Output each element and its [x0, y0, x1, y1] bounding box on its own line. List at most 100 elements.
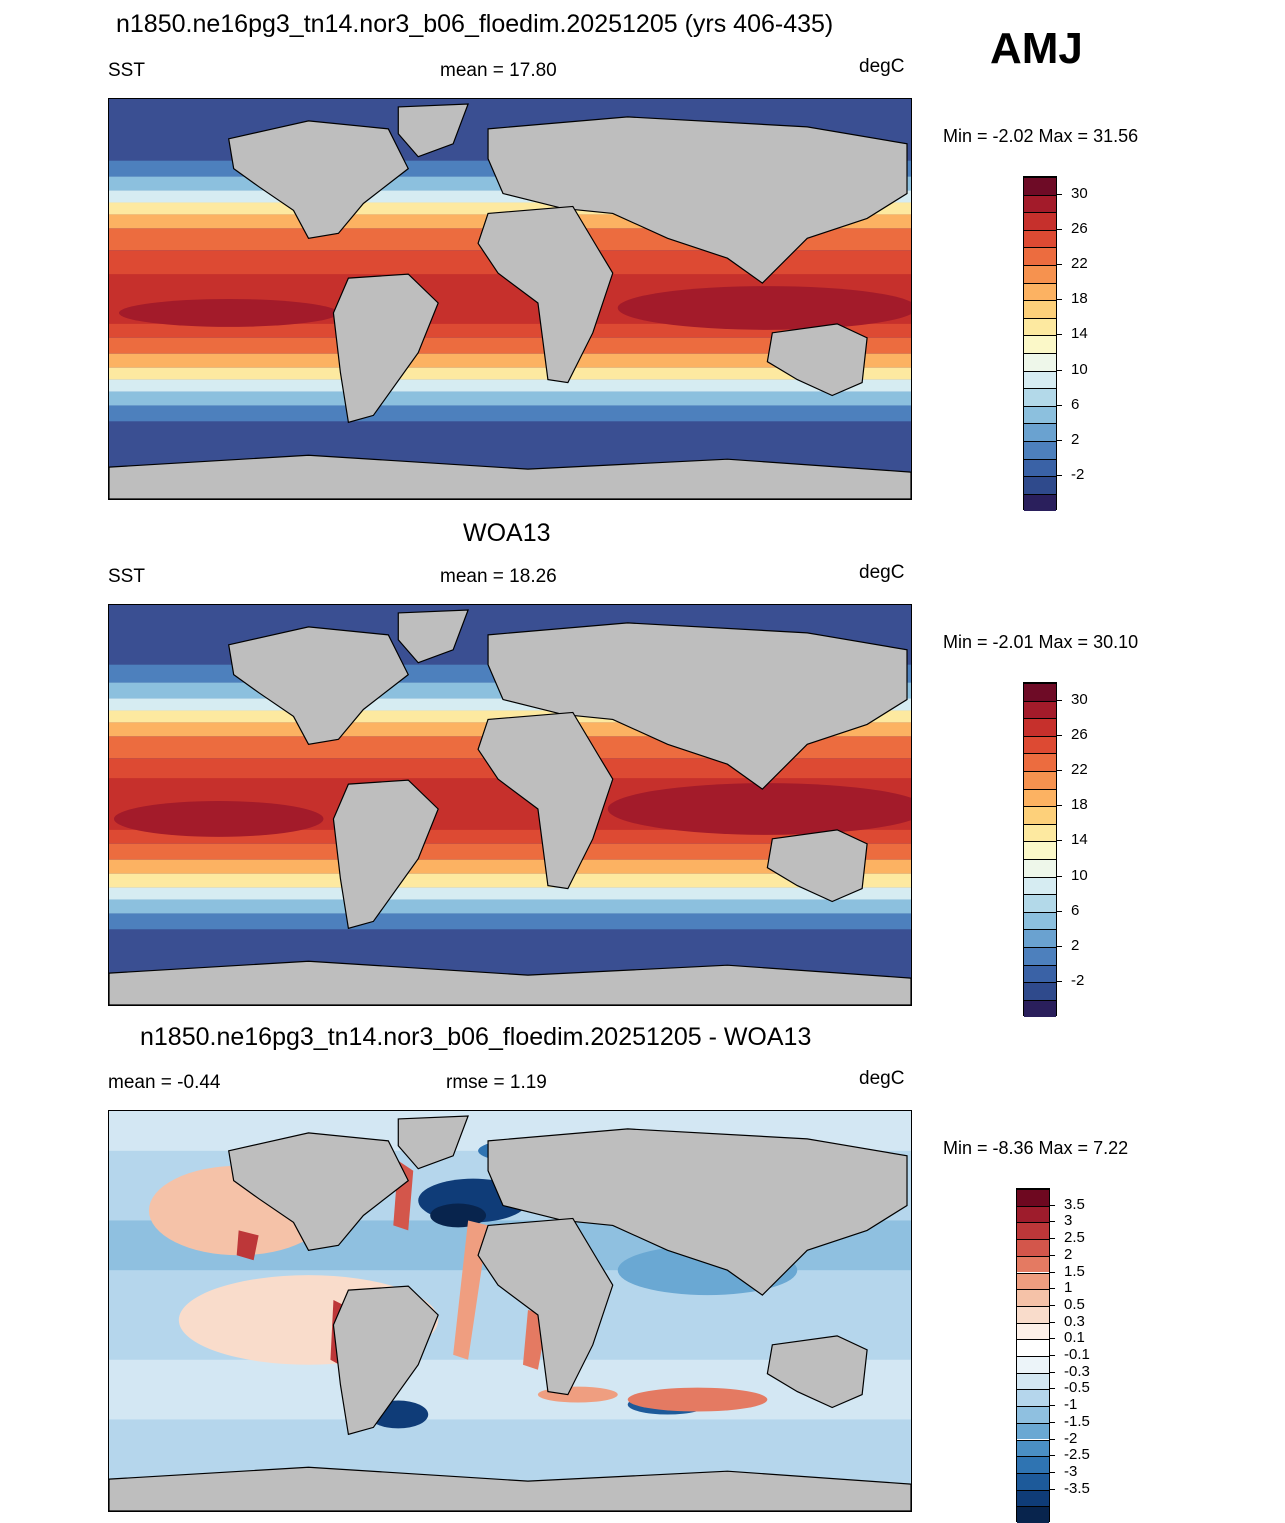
- colorbar-tick-label: -2: [1071, 466, 1085, 484]
- colorbar-tick: [1057, 440, 1062, 441]
- panel2-title: WOA13: [463, 519, 551, 547]
- panel2-variable-label: SST: [108, 566, 145, 587]
- colorbar-swatch: [1024, 683, 1056, 701]
- colorbar-swatch: [1017, 1456, 1049, 1473]
- colorbar-swatch: [1024, 771, 1056, 789]
- colorbar-tick: [1057, 981, 1062, 983]
- panel1-sst-map: [108, 98, 912, 500]
- colorbar-tick-label: 1: [1064, 1279, 1073, 1297]
- colorbar-tick: [1050, 1388, 1055, 1390]
- panel3-units-label: degC: [859, 1068, 905, 1089]
- colorbar-tick-label: -3: [1064, 1462, 1078, 1480]
- colorbar-tick: [1050, 1304, 1055, 1306]
- colorbar-tick-label: 26: [1071, 219, 1088, 237]
- colorbar-tick: [1050, 1455, 1055, 1457]
- panel1-mean-label: mean = 17.80: [440, 60, 557, 81]
- colorbar-swatch: [1024, 894, 1056, 912]
- colorbar-tick: [1057, 734, 1062, 736]
- colorbar-swatch: [1017, 1472, 1049, 1490]
- colorbar-swatch: [1017, 1239, 1049, 1256]
- colorbar-tick: [1057, 946, 1062, 947]
- colorbar-tick: [1050, 1471, 1055, 1473]
- colorbar-swatch: [1024, 212, 1056, 230]
- colorbar-swatch: [1024, 947, 1056, 965]
- colorbar-swatch: [1017, 1289, 1049, 1306]
- colorbar-tick-label: 14: [1071, 325, 1088, 343]
- colorbar-tick-label: 26: [1071, 725, 1088, 743]
- colorbar-swatch: [1024, 999, 1056, 1018]
- colorbar-tick: [1050, 1405, 1055, 1407]
- panel2-mean-label: mean = 18.26: [440, 566, 557, 587]
- panel2-sst-map: [108, 604, 912, 1006]
- colorbar-swatch: [1024, 823, 1056, 842]
- colorbar-tick-label: 2.5: [1064, 1229, 1085, 1247]
- colorbar-tick: [1057, 193, 1062, 195]
- colorbar-swatch: [1024, 841, 1056, 859]
- colorbar-tick-label: 0.1: [1064, 1329, 1085, 1347]
- colorbar-tick-label: -3.5: [1064, 1479, 1090, 1497]
- panel3-difference-map: [108, 1110, 912, 1512]
- panel3-rmse-label: rmse = 1.19: [446, 1072, 547, 1093]
- colorbar-swatch: [1024, 911, 1056, 930]
- panel3-title: n1850.ne16pg3_tn14.nor3_b06_floedim.2025…: [140, 1023, 812, 1051]
- colorbar-tick: [1057, 404, 1062, 406]
- colorbar-tick: [1057, 299, 1062, 301]
- colorbar-tick: [1057, 699, 1062, 701]
- colorbar-tick-label: 0.3: [1064, 1312, 1085, 1330]
- colorbar-swatch: [1017, 1305, 1049, 1323]
- colorbar-swatch: [1024, 700, 1056, 719]
- colorbar-swatch: [1024, 265, 1056, 283]
- colorbar-swatch: [1024, 370, 1056, 389]
- panel1-units-label: degC: [859, 56, 905, 77]
- colorbar-swatch: [1024, 177, 1056, 195]
- colorbar-tick-label: 1.5: [1064, 1262, 1085, 1280]
- season-label: AMJ: [990, 24, 1083, 73]
- colorbar-swatch: [1024, 317, 1056, 336]
- colorbar-tick: [1057, 875, 1062, 877]
- colorbar-tick-label: -2.5: [1064, 1446, 1090, 1464]
- colorbar-tick: [1050, 1221, 1055, 1223]
- colorbar-tick: [1050, 1338, 1055, 1340]
- colorbar-tick-label: 10: [1071, 360, 1088, 378]
- colorbar-swatch: [1024, 441, 1056, 459]
- colorbar-tick-label: 2: [1071, 431, 1080, 448]
- colorbar-tick: [1057, 334, 1062, 336]
- colorbar-tick-label: 2: [1071, 937, 1080, 954]
- colorbar-tick: [1057, 805, 1062, 807]
- colorbar-tick-label: -2: [1071, 972, 1085, 990]
- panel2-minmax: Min = -2.01 Max = 30.10: [943, 632, 1139, 652]
- colorbar-tick-label: 18: [1071, 290, 1088, 308]
- colorbar-swatch: [1024, 300, 1056, 318]
- colorbar-swatch: [1017, 1489, 1049, 1507]
- colorbar-tick-label: 10: [1071, 866, 1088, 884]
- colorbar-tick-label: -0.3: [1064, 1362, 1090, 1380]
- colorbar-tick: [1050, 1438, 1055, 1440]
- colorbar-tick-label: 22: [1071, 761, 1088, 778]
- colorbar-tick-label: 22: [1071, 255, 1088, 272]
- colorbar-swatch: [1024, 194, 1056, 213]
- colorbar-swatch: [1024, 929, 1056, 947]
- colorbar-tick: [1057, 475, 1062, 477]
- colorbar-tick-label: -2: [1064, 1429, 1078, 1447]
- colorbar-swatch: [1024, 718, 1056, 736]
- colorbar-box: [1016, 1188, 1050, 1523]
- colorbar-tick-label: 0.5: [1064, 1295, 1085, 1313]
- colorbar-swatch: [1017, 1389, 1049, 1407]
- colorbar-swatch: [1017, 1222, 1049, 1240]
- colorbar-swatch: [1017, 1205, 1049, 1223]
- colorbar-swatch: [1024, 282, 1056, 301]
- colorbar-swatch: [1017, 1506, 1049, 1523]
- colorbar-swatch: [1024, 476, 1056, 494]
- colorbar-swatch: [1017, 1422, 1049, 1440]
- colorbar-tick-label: 6: [1071, 901, 1080, 919]
- colorbar-tick: [1057, 264, 1062, 265]
- colorbar-tick-label: 30: [1071, 690, 1088, 708]
- colorbar-tick: [1050, 1238, 1055, 1240]
- colorbar-tick: [1057, 840, 1062, 842]
- colorbar-swatch: [1024, 247, 1056, 265]
- colorbar-swatch: [1017, 1439, 1049, 1457]
- colorbar-swatch: [1024, 335, 1056, 353]
- colorbar-tick-label: 18: [1071, 796, 1088, 814]
- colorbar-swatch: [1024, 493, 1056, 512]
- colorbar-box: [1023, 176, 1057, 512]
